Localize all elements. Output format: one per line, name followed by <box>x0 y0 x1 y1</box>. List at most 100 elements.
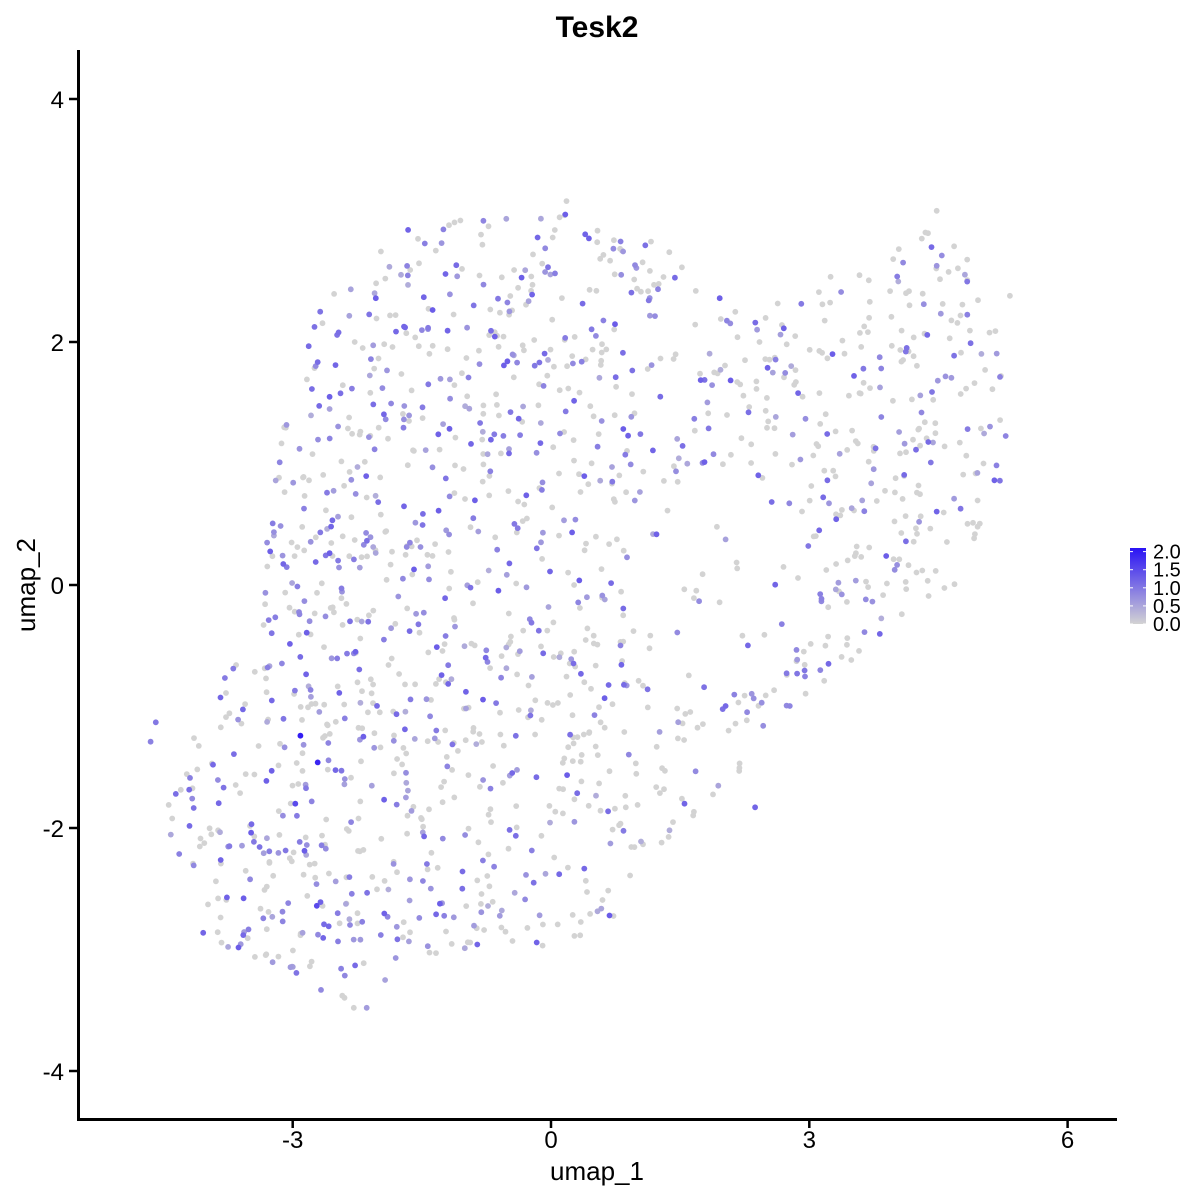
data-point <box>552 808 559 815</box>
data-point <box>753 386 760 392</box>
data-point <box>197 835 204 842</box>
data-point <box>445 549 452 555</box>
data-point <box>408 387 415 394</box>
data-point <box>666 249 673 256</box>
data-point <box>389 548 395 555</box>
data-point <box>412 334 419 341</box>
data-point <box>532 697 539 704</box>
data-point <box>756 339 763 345</box>
data-point <box>902 513 909 519</box>
data-point <box>218 939 225 946</box>
data-point <box>564 772 570 778</box>
data-point <box>206 825 213 832</box>
data-point <box>597 362 604 368</box>
data-point <box>531 337 538 343</box>
data-point <box>647 312 653 319</box>
data-point <box>440 421 446 427</box>
data-point <box>769 369 776 376</box>
data-point <box>400 575 406 582</box>
data-point <box>503 571 510 578</box>
data-point <box>419 522 426 528</box>
data-point <box>516 648 523 655</box>
data-point <box>632 760 639 767</box>
data-point <box>609 826 616 833</box>
data-point <box>445 662 452 669</box>
data-point <box>345 425 351 432</box>
data-point <box>569 912 576 918</box>
data-point <box>909 396 915 403</box>
data-point <box>299 750 306 757</box>
data-point <box>539 260 546 267</box>
data-point <box>805 543 812 549</box>
data-point <box>578 778 585 785</box>
data-point <box>489 898 496 905</box>
data-point <box>476 731 483 737</box>
data-point <box>190 805 197 811</box>
data-point <box>496 412 502 419</box>
data-point <box>368 356 374 362</box>
data-point <box>247 876 254 883</box>
data-point <box>314 589 320 596</box>
data-point <box>471 922 477 929</box>
data-point <box>488 819 494 825</box>
data-point <box>416 629 423 636</box>
data-point <box>428 697 434 703</box>
data-point <box>584 594 590 601</box>
data-point <box>497 709 503 716</box>
data-point <box>832 428 839 435</box>
data-point <box>485 903 491 909</box>
data-point <box>147 738 154 745</box>
data-point <box>463 903 470 909</box>
data-point <box>498 450 504 457</box>
data-point <box>425 649 432 656</box>
data-point <box>545 357 551 363</box>
data-point <box>384 367 390 374</box>
data-point <box>501 362 507 369</box>
data-point <box>801 667 808 674</box>
data-point <box>272 477 279 484</box>
data-point <box>263 926 270 933</box>
data-point <box>715 782 722 789</box>
data-point <box>539 556 545 562</box>
data-point <box>716 599 723 606</box>
data-point <box>454 273 461 280</box>
data-point <box>865 458 872 465</box>
data-point <box>478 891 485 897</box>
data-point <box>393 711 400 718</box>
data-point <box>381 341 388 348</box>
data-point <box>897 450 903 457</box>
data-point <box>531 362 538 369</box>
data-point <box>694 724 701 731</box>
data-point <box>226 710 233 717</box>
data-point <box>381 411 387 418</box>
data-point <box>322 613 329 620</box>
x-tick-label: 0 <box>544 1127 557 1154</box>
data-point <box>527 712 534 719</box>
data-point <box>648 362 655 368</box>
data-point <box>613 383 619 390</box>
data-point <box>271 529 277 535</box>
data-point <box>781 374 787 381</box>
data-point <box>503 644 510 651</box>
data-point <box>433 644 440 650</box>
data-point <box>433 727 440 734</box>
data-point <box>590 640 597 647</box>
data-point <box>451 616 458 623</box>
data-point <box>945 269 952 275</box>
data-point <box>890 397 896 404</box>
data-point <box>316 403 323 409</box>
data-point <box>245 926 252 933</box>
data-point <box>978 351 985 357</box>
data-point <box>607 840 614 847</box>
data-point <box>408 808 415 814</box>
data-point <box>951 581 958 588</box>
data-point <box>917 392 924 399</box>
data-point <box>280 715 287 722</box>
data-point <box>556 871 563 878</box>
data-point <box>525 682 532 689</box>
data-point <box>295 631 302 638</box>
data-point <box>567 731 573 738</box>
data-point <box>357 798 364 805</box>
data-point <box>792 333 799 339</box>
data-point <box>312 534 319 541</box>
